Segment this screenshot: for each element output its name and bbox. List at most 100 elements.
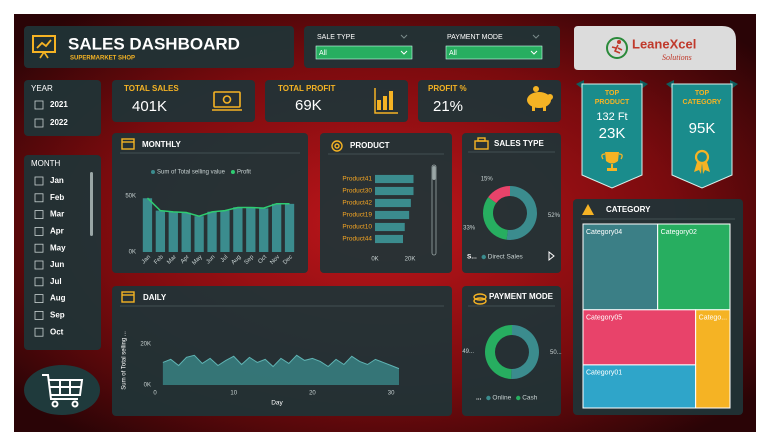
chevron (530, 50, 538, 55)
checkbox[interactable] (34, 310, 44, 320)
kpi-label: TOTAL PROFIT (278, 84, 335, 93)
legend-label: Online (492, 395, 511, 402)
y-axis-label: Sum of Total selling ... (122, 331, 128, 390)
slicer-option[interactable]: May (50, 243, 66, 252)
chevron (400, 50, 408, 55)
y-tick-label: 20K (140, 342, 151, 348)
scrollbar[interactable] (90, 172, 93, 236)
badge-value: 23K (599, 125, 626, 142)
legend-title: ... (476, 395, 482, 402)
tile-label: Catego... (699, 315, 727, 322)
filter-label: SALE TYPE (317, 34, 355, 41)
scrollbar[interactable] (431, 164, 437, 256)
x-tick-label: 30 (388, 391, 395, 397)
x-tick-label: Aug (231, 254, 243, 266)
checkbox[interactable] (34, 327, 44, 337)
slicer-option[interactable]: Jan (50, 176, 64, 185)
legend-swatch (486, 395, 491, 401)
donut-slice (506, 186, 537, 240)
y-tick-label: Product19 (342, 212, 372, 219)
bar (375, 174, 414, 184)
bar (168, 211, 178, 252)
bar (155, 210, 166, 252)
y-tick-label: Product41 (342, 176, 372, 183)
donut-slice (484, 325, 512, 379)
x-tick-label: 0K (371, 257, 378, 263)
scrollbar-thumb[interactable] (432, 166, 436, 180)
kpi-card (265, 80, 408, 122)
dropdown[interactable] (445, 45, 543, 60)
badge-title: TOP (695, 90, 710, 97)
bar (233, 207, 243, 252)
bar (259, 208, 269, 252)
checkbox[interactable] (34, 210, 44, 220)
chart-title: SALES TYPE (494, 139, 544, 148)
trophy-icon (601, 152, 623, 171)
slicer-option[interactable]: Apr (50, 227, 64, 236)
x-tick-label: 10 (230, 391, 237, 397)
checkbox[interactable] (34, 294, 44, 304)
dashboard-title: SALES DASHBOARD (68, 34, 240, 53)
logo-icon (606, 37, 628, 59)
checkbox[interactable] (34, 243, 44, 253)
tile-label: Category04 (586, 229, 622, 236)
x-tick-label: 20K (405, 257, 416, 263)
dropdown-value[interactable]: All (449, 50, 457, 57)
checkbox[interactable] (34, 226, 44, 236)
badge-title: TOP (605, 90, 620, 97)
slicer-option[interactable]: 2022 (50, 118, 68, 127)
checkbox[interactable] (34, 260, 44, 270)
slicer-option[interactable]: Jul (50, 277, 62, 286)
badge-title: PRODUCT (595, 99, 630, 106)
tile-label: Category02 (661, 229, 697, 236)
kpi-value: 21% (433, 98, 463, 115)
y-tick-label: Product10 (342, 224, 372, 231)
x-axis-label: Day (271, 400, 283, 407)
checkbox[interactable] (34, 277, 44, 287)
legend-next[interactable] (548, 250, 555, 262)
legend-label: Cash (522, 395, 538, 402)
slicer-option[interactable]: Sep (50, 311, 65, 320)
y-tick-label: 0K (144, 383, 151, 389)
chart-title: CATEGORY (606, 205, 651, 214)
checkbox[interactable] (34, 193, 44, 203)
kpi-icon (527, 86, 553, 111)
bar (375, 186, 414, 196)
slicer-option[interactable]: 2021 (50, 100, 68, 109)
slicer-option[interactable]: Mar (50, 210, 64, 219)
badge (666, 80, 738, 189)
logo-tagline: Solutions (662, 53, 692, 62)
x-tick-label: Apr (180, 254, 191, 265)
slicer-option[interactable]: Aug (50, 294, 66, 303)
legend-swatch (516, 395, 521, 401)
dropdown-value[interactable]: All (319, 50, 327, 57)
bar (284, 203, 295, 252)
line (162, 354, 400, 370)
bar (194, 216, 204, 252)
bar (207, 211, 217, 252)
badge-text: 132 Ft (596, 111, 627, 123)
badge-value: 95K (689, 120, 716, 137)
chart-panel (462, 133, 561, 273)
cart-button[interactable] (24, 365, 100, 415)
panel-icon (582, 204, 594, 215)
kpi-card (112, 80, 255, 122)
y-tick-label: 50K (125, 194, 136, 200)
kpi-value: 69K (295, 97, 322, 114)
chart-title: PRODUCT (350, 141, 390, 150)
checkbox[interactable] (34, 176, 44, 186)
bar (142, 198, 153, 252)
chart-panel (462, 286, 561, 416)
chart-title: MONTHLY (142, 140, 181, 149)
bar (375, 222, 405, 232)
checkbox[interactable] (34, 100, 44, 110)
slicer-option[interactable]: Jun (50, 260, 64, 269)
kpi-label: TOTAL SALES (124, 84, 179, 93)
checkbox[interactable] (34, 118, 44, 128)
slicer-option[interactable]: Oct (50, 327, 64, 336)
line (146, 197, 290, 218)
slicer-option[interactable]: Feb (50, 193, 64, 202)
dropdown[interactable] (315, 45, 413, 60)
data-label: 52% (548, 213, 561, 219)
